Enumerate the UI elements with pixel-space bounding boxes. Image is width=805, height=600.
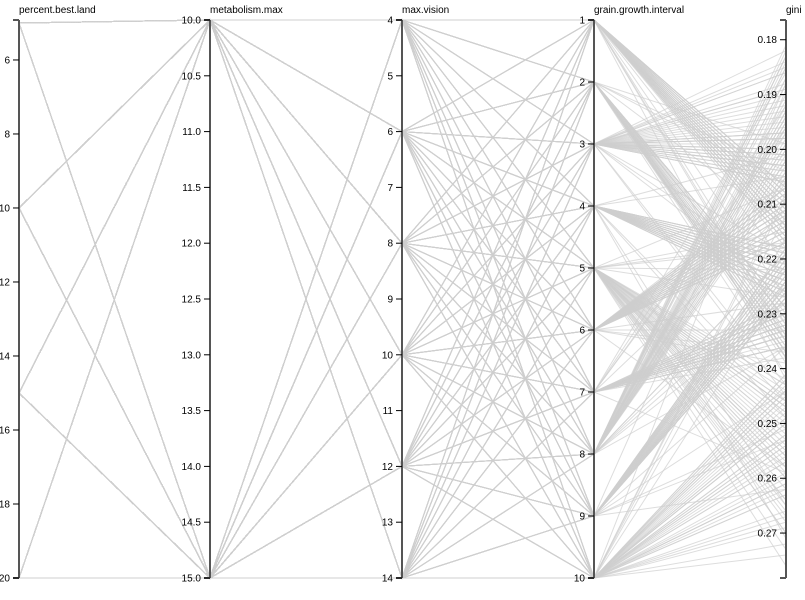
- tick-label: 1: [579, 16, 585, 27]
- tick-label: 0.20: [758, 145, 778, 156]
- tick-label: 10: [574, 574, 586, 585]
- tick-label: 13: [382, 518, 394, 529]
- axis-title[interactable]: grain.growth.interval: [594, 5, 684, 16]
- tick-label: 10: [382, 350, 394, 361]
- tick-label: 14.5: [182, 518, 202, 529]
- tick-label: 13.0: [182, 350, 202, 361]
- tick-label: 16: [0, 425, 10, 436]
- tick-label: 3: [579, 140, 585, 151]
- tick-label: 0.27: [758, 529, 778, 540]
- tick-label: 14.0: [182, 462, 202, 473]
- tick-label: 7: [579, 388, 585, 399]
- tick-label: 0.26: [758, 474, 778, 485]
- tick-label: 4: [387, 16, 393, 27]
- tick-label: 12: [382, 462, 394, 473]
- tick-label: 2: [579, 78, 585, 89]
- axis-metabolism-max: metabolism.max 10.0 10.5 11.0 11.5 12.0 12.5 13…: [182, 5, 283, 585]
- tick-label: 12.0: [182, 239, 202, 250]
- tick-label: 9: [579, 512, 585, 523]
- tick-label: 7: [387, 183, 393, 194]
- tick-label: 5: [579, 264, 585, 275]
- axis-gini: gini 0.18 0.19 0.20 0.21 0.22 0.23 0.24 0.25 0.26…: [758, 5, 802, 579]
- tick-label: 0.21: [758, 200, 778, 211]
- tick-label: 6: [4, 55, 10, 66]
- tick-label: 10.5: [182, 71, 202, 82]
- tick-label: 8: [579, 450, 585, 461]
- axes: percent.best.land68101214161820metabolis…: [0, 5, 802, 585]
- tick-label: 4: [579, 202, 585, 213]
- tick-label: 6: [387, 127, 393, 138]
- tick-label: 0.25: [758, 419, 778, 430]
- axis-title[interactable]: metabolism.max: [210, 5, 283, 16]
- tick-label: 10.0: [182, 16, 202, 27]
- axis-title[interactable]: gini: [786, 5, 802, 16]
- tick-label: 12.5: [182, 295, 202, 306]
- tick-label: 8: [387, 239, 393, 250]
- axis-percent-best-land: percent.best.land 6 8 10 12 14 16 18 20: [0, 5, 96, 585]
- axis-grain-growth-interval: grain.growth.interval 1 2 3 4 5 6 7 8 9 10: [574, 5, 684, 585]
- tick-label: 9: [387, 295, 393, 306]
- tick-label: 18: [0, 499, 10, 510]
- tick-label: 5: [387, 71, 393, 82]
- axis-max-vision: max.vision 4 5 6 7 8 9 10 11 12 13 14: [382, 5, 449, 585]
- tick-label: 14: [382, 574, 394, 585]
- tick-label: 11.5: [182, 183, 201, 194]
- tick-label: 0.23: [758, 309, 778, 320]
- tick-label: 10: [0, 203, 10, 214]
- tick-label: 6: [579, 326, 585, 337]
- tick-label: 15.0: [182, 574, 202, 585]
- tick-label: 11.0: [182, 127, 201, 138]
- tick-label: 8: [4, 129, 10, 140]
- tick-label: 0.24: [758, 364, 778, 375]
- tick-label: 0.22: [758, 254, 778, 265]
- tick-label: 0.18: [758, 35, 778, 46]
- tick-label: 14: [0, 351, 10, 362]
- tick-label: 20: [0, 574, 10, 585]
- axis-title[interactable]: percent.best.land: [19, 5, 96, 16]
- tick-label: 13.5: [182, 406, 202, 417]
- axis-title[interactable]: max.vision: [402, 5, 449, 16]
- tick-label: 11: [383, 406, 394, 417]
- tick-label: 12: [0, 277, 10, 288]
- tick-label: 0.19: [758, 90, 778, 101]
